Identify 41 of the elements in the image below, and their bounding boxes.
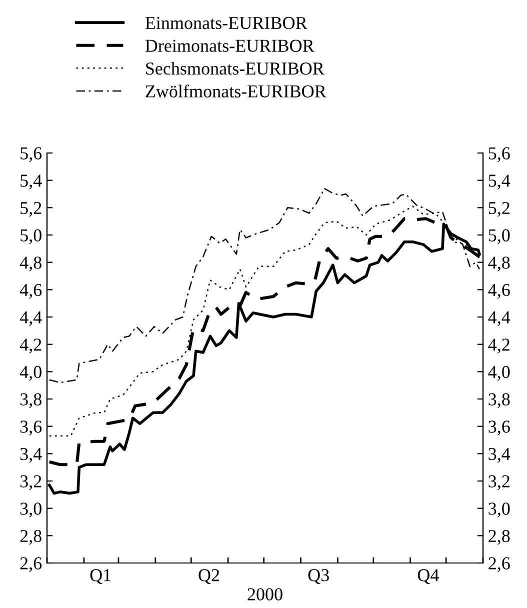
y2-tick-label: 3,6 <box>488 420 510 436</box>
y-tick-label: 4,0 <box>20 366 42 381</box>
x-tick-label: Q3 <box>308 569 329 584</box>
y-tick-label: 3,2 <box>20 475 42 490</box>
y2-tick-label: 5,0 <box>488 229 510 244</box>
y2-tick-label: 3,0 <box>488 502 510 518</box>
y-tick-label: 4,2 <box>20 338 42 354</box>
y-tick-label: 4,8 <box>20 256 42 272</box>
y2-tick-label: 4,4 <box>488 311 510 326</box>
x-tick-label: Q4 <box>418 569 439 584</box>
y-tick-label: 4,6 <box>20 284 42 299</box>
y2-tick-label: 2,8 <box>488 530 510 545</box>
y2-tick-label: 3,4 <box>488 448 510 463</box>
y-tick-label: 5,0 <box>20 229 42 244</box>
y-tick-label: 3,4 <box>20 448 42 463</box>
x-tick-label: Q1 <box>90 569 111 584</box>
y2-tick-label: 4,6 <box>488 284 510 299</box>
y2-tick-label: 2,6 <box>488 557 510 572</box>
y2-tick-label: 4,8 <box>488 256 510 272</box>
y2-tick-label: 5,6 <box>488 147 510 162</box>
y-tick-label: 5,4 <box>20 174 42 190</box>
y-tick-label: 3,8 <box>20 393 42 408</box>
legend-label: Sechsmonats-EURIBOR <box>146 62 324 75</box>
legend-label: Einmonats-EURIBOR <box>145 16 308 30</box>
y2-tick-label: 3,8 <box>488 393 510 408</box>
x-tick-label: Q2 <box>198 569 220 584</box>
y2-tick-label: 4,2 <box>488 338 510 354</box>
x-axis-title: 2000 <box>248 588 282 600</box>
legend-label: Dreimonats-EURIBOR <box>145 40 314 52</box>
y-tick-label: 5,6 <box>20 147 42 162</box>
y-tick-label: 3,0 <box>20 502 42 518</box>
y-tick-label: 3,6 <box>20 420 42 436</box>
y2-tick-label: 5,4 <box>488 174 510 190</box>
y-tick-label: 5,2 <box>20 202 42 217</box>
y2-tick-label: 4,0 <box>488 366 510 381</box>
y2-tick-label: 5,2 <box>488 202 510 217</box>
y-tick-label: 4,4 <box>20 311 42 326</box>
y-tick-label: 2,6 <box>20 557 42 572</box>
y-tick-label: 2,8 <box>20 530 42 545</box>
y2-tick-label: 3,2 <box>488 475 510 490</box>
legend-label: Zwölfmonats-EURIBOR <box>146 84 326 98</box>
